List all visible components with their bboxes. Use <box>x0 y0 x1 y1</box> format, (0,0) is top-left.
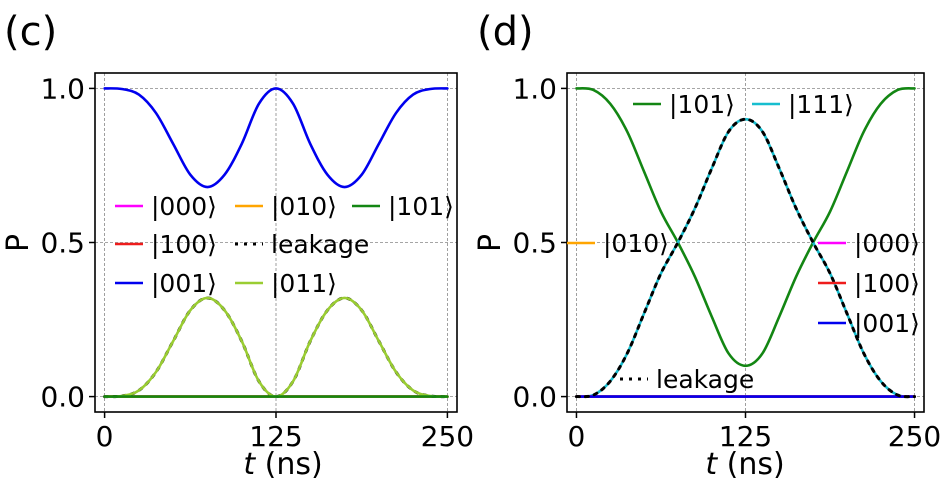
legend-item: |011⟩ <box>235 269 337 298</box>
legend-label: |001⟩ <box>854 309 920 338</box>
legend-label: |001⟩ <box>151 269 217 298</box>
x-tick-label: 250 <box>888 420 941 453</box>
series-line-101 <box>575 87 916 368</box>
legend-label: |011⟩ <box>271 269 337 298</box>
series-line-001 <box>103 87 449 189</box>
legend-label: |000⟩ <box>151 192 217 221</box>
legend-item: leakage <box>235 230 369 259</box>
legend-label: |101⟩ <box>388 192 454 221</box>
x-tick-label: 250 <box>421 420 474 453</box>
series-line-leakage <box>574 117 917 399</box>
legend-label: leakage <box>271 230 369 259</box>
y-tick-label: 1.0 <box>512 72 557 105</box>
x-tick-label: 0 <box>568 420 586 453</box>
ticks-d: 0 125 250 0.0 0.5 1.0 <box>512 72 941 453</box>
y-tick-label: 0.5 <box>40 227 85 260</box>
x-axis-label-c: t (ns) <box>243 447 322 482</box>
legend-item: |111⟩ <box>752 90 854 119</box>
y-tick-label: 0.5 <box>512 227 557 260</box>
legend-c: |000⟩ |100⟩ |001⟩ |010⟩ leakage |011⟩ |101⟩ <box>115 192 454 298</box>
ticks-c: 0 125 250 0.0 0.5 1.0 <box>40 72 474 453</box>
y-axis-label-d: P <box>473 234 508 252</box>
legend-label: |100⟩ <box>151 230 217 259</box>
legend-item: |010⟩ <box>567 229 669 258</box>
legend-item: |001⟩ <box>818 309 920 338</box>
legend-item: |010⟩ <box>235 192 337 221</box>
plot-frame-c <box>94 72 458 413</box>
legend-item: |101⟩ <box>352 192 454 221</box>
legend-item: |100⟩ <box>115 230 217 259</box>
legend-item: leakage <box>620 365 754 394</box>
legend-d: |101⟩ |111⟩ |010⟩ |000⟩ |100⟩ |001⟩ leakage <box>567 90 920 394</box>
x-axis-label-d: t (ns) <box>705 447 784 482</box>
panel-c: (c) P t (ns) 0 125 250 0.0 0.5 1.0 |000⟩ |100⟩… <box>1 9 474 482</box>
legend-item: |001⟩ <box>115 269 217 298</box>
y-tick-label: 0.0 <box>40 381 85 414</box>
panel-label-c: (c) <box>4 9 57 55</box>
panel-d: (d) P t (ns) 0 125 250 0.0 0.5 1.0 |101⟩ |111⟩… <box>473 9 941 482</box>
legend-label: |101⟩ <box>669 90 735 119</box>
series-c <box>103 87 449 399</box>
legend-label: |000⟩ <box>854 229 920 258</box>
y-tick-label: 0.0 <box>512 381 557 414</box>
series-d <box>574 87 917 399</box>
legend-label: |111⟩ <box>788 90 854 119</box>
x-tick-label: 125 <box>719 420 772 453</box>
legend-label: leakage <box>656 365 754 394</box>
series-line-011 <box>103 296 449 398</box>
legend-item: |000⟩ <box>818 229 920 258</box>
x-tick-label: 125 <box>249 420 302 453</box>
legend-item: |000⟩ <box>115 192 217 221</box>
y-axis-label-c: P <box>1 234 36 252</box>
legend-label: |100⟩ <box>854 269 920 298</box>
legend-item: |100⟩ <box>818 269 920 298</box>
y-tick-label: 1.0 <box>40 72 85 105</box>
x-tick-label: 0 <box>96 420 114 453</box>
panel-label-d: (d) <box>477 9 534 55</box>
series-line-leakage <box>103 296 449 399</box>
legend-item: |101⟩ <box>633 90 735 119</box>
legend-label: |010⟩ <box>603 229 669 258</box>
legend-label: |010⟩ <box>271 192 337 221</box>
